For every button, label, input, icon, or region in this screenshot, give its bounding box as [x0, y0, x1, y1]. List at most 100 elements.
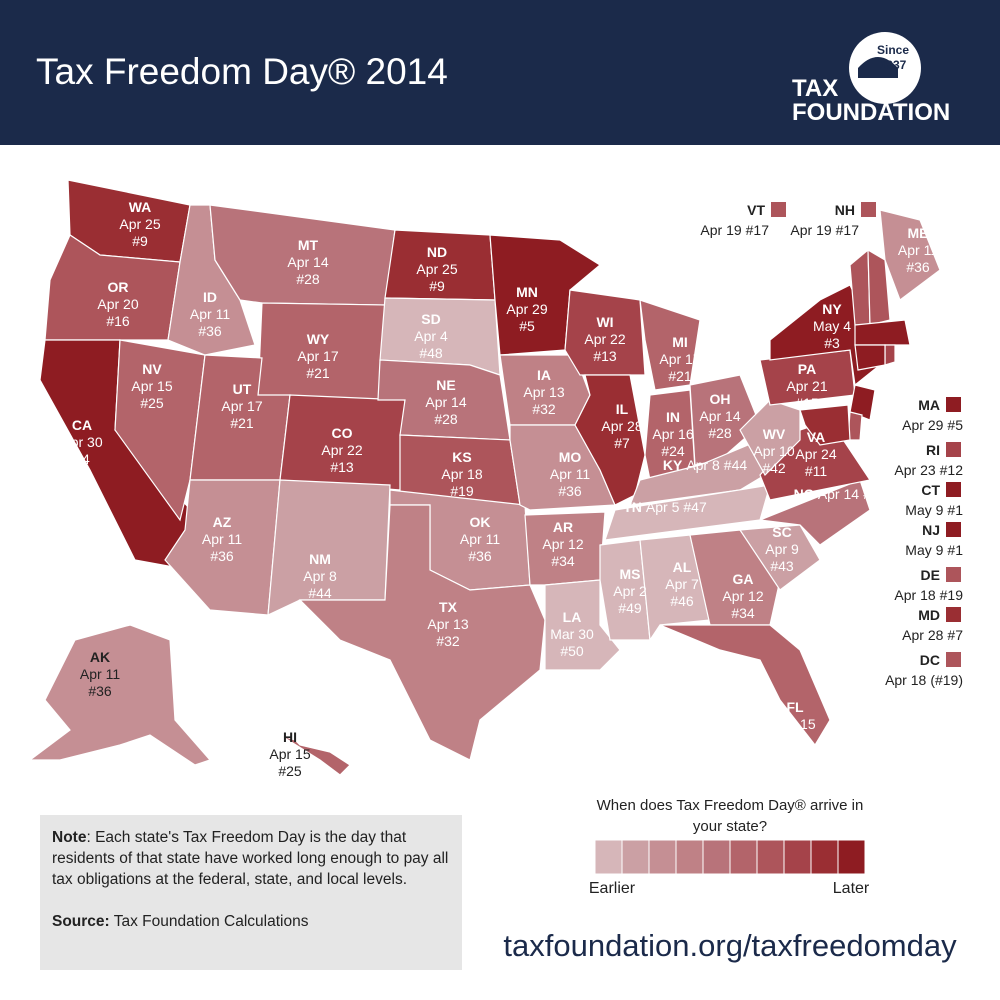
legend-swatch	[675, 839, 704, 875]
source-text: Tax Foundation Calculations	[109, 913, 309, 930]
state-abbr: OK	[470, 514, 491, 530]
state-date: Apr 28	[902, 627, 943, 643]
state-abbr: SD	[421, 311, 440, 327]
state-rank: #7	[614, 435, 630, 451]
state-shape	[298, 504, 546, 761]
state-swatch	[861, 202, 876, 217]
legend-swatch	[702, 839, 731, 875]
state-date: Apr 11	[460, 531, 500, 547]
state-label: LA Mar 30 #50	[550, 609, 594, 659]
state-rank: #5	[947, 417, 963, 433]
state-abbr: MN	[516, 284, 538, 300]
state-rank: #43	[770, 558, 794, 574]
state-abbr: ND	[427, 244, 447, 260]
state-label: Apr 19 #17	[790, 222, 859, 238]
state-label: VA Apr 24 #11	[795, 429, 836, 479]
state-abbr: WV	[763, 426, 786, 442]
legend-swatch	[648, 839, 677, 875]
state-rank: #5	[519, 318, 535, 334]
state-label: AR Apr 12 #34	[542, 519, 583, 569]
logo-dome	[858, 57, 898, 78]
state-rank: #15	[795, 395, 819, 411]
state-label: Apr 18 (#19)	[885, 672, 963, 688]
states	[28, 179, 941, 776]
state-abbr: NY	[822, 301, 842, 317]
state-date: Apr 4	[414, 328, 448, 344]
state-rank: #32	[532, 401, 556, 417]
state-abbr: TN	[623, 499, 642, 515]
legend-swatch	[783, 839, 812, 875]
state-shape	[689, 374, 761, 466]
state-abbr: WA	[129, 199, 152, 215]
state-date: Apr 11	[550, 466, 590, 482]
state-date: Apr 12	[722, 588, 763, 604]
state-date: Apr 17	[221, 398, 262, 414]
source-label: Source:	[52, 913, 110, 930]
state-abbr: LA	[563, 609, 582, 625]
state-rank: #46	[670, 593, 694, 609]
state-rank: #1	[947, 542, 963, 558]
legend-low: Earlier	[589, 880, 636, 897]
state-shape	[738, 524, 821, 591]
state-label: UT Apr 17 #21	[221, 381, 262, 431]
state-date: Apr 19	[790, 222, 831, 238]
state-rank: #1	[947, 502, 963, 518]
state-shape	[854, 344, 886, 371]
state-rank: #36	[210, 548, 234, 564]
state-label: KS Apr 18 #19	[441, 449, 482, 499]
state-rank: #11	[805, 463, 828, 479]
state-abbr: VT	[747, 202, 765, 218]
state-shape	[879, 209, 941, 301]
state-swatch	[946, 482, 961, 497]
state-abbr: IN	[666, 409, 680, 425]
state-rank: #13	[330, 459, 354, 475]
state-date: Apr 8	[303, 568, 337, 584]
state-date: Apr 18	[441, 466, 482, 482]
state-label: WY Apr 17 #21	[297, 331, 338, 381]
state-label: MS Apr 2 #49	[613, 566, 647, 616]
state-abbr: MS	[620, 566, 641, 582]
state-label: NV Apr 15 #25	[131, 361, 172, 411]
state-date: Apr 11	[202, 531, 242, 547]
state-rank: #21	[668, 368, 692, 384]
state-shape	[659, 624, 831, 747]
state-date: Apr 11	[190, 306, 230, 322]
title: Tax Freedom Day® 2014	[36, 51, 448, 92]
state-rank: #36	[468, 548, 492, 564]
state-date: Apr 20	[97, 296, 138, 312]
state-label: ND Apr 25 #9	[416, 244, 457, 294]
state-date: Apr 13	[427, 616, 468, 632]
state-abbr: ID	[203, 289, 217, 305]
state-swatch	[946, 567, 961, 582]
state-label: Apr 18 #19	[894, 587, 963, 603]
state-date: Apr 30	[61, 434, 102, 450]
state-rank: #36	[906, 259, 930, 275]
legend-title: When does Tax Freedom Day® arrive in you…	[596, 797, 864, 835]
state-abbr: FL	[786, 699, 804, 715]
state-label: Apr 19 #17	[700, 222, 769, 238]
state-swatch	[946, 397, 961, 412]
state-date: Apr 29	[902, 417, 943, 433]
state-rank: #19	[940, 587, 964, 603]
legend: Earlier Later	[589, 839, 870, 897]
state-rank: #36	[558, 483, 582, 499]
state-rank: #3	[824, 335, 840, 351]
state-abbr: WI	[596, 314, 613, 330]
state-date: Apr 21	[786, 378, 827, 394]
state-abbr: AL	[673, 559, 692, 575]
state-label: SD Apr 4 #48	[414, 311, 448, 361]
state-date: Apr 19	[700, 222, 741, 238]
state-shape	[849, 384, 876, 421]
state-date: Apr 14	[287, 254, 328, 270]
state-shape	[854, 319, 911, 346]
state-date: Apr 7	[665, 576, 699, 592]
state-rank: #16	[106, 313, 130, 329]
state-label: AZ Apr 11 #36	[202, 514, 242, 564]
state-label: IL Apr 28 #7	[601, 401, 642, 451]
legend-high: Later	[833, 880, 870, 897]
state-rank: #28	[863, 486, 887, 502]
state-label: Apr 28 #7	[902, 627, 963, 643]
